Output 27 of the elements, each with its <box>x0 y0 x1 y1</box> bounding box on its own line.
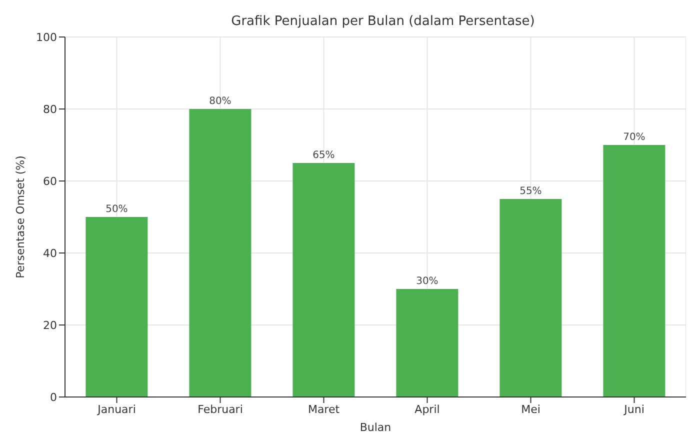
x-tick-label: Februari <box>198 402 243 416</box>
bar <box>189 109 252 397</box>
x-tick-label: Maret <box>308 402 340 416</box>
x-tick-label: Januari <box>96 402 136 416</box>
bar <box>396 289 458 397</box>
y-tick-label: 40 <box>43 246 57 260</box>
data-label: 55% <box>520 186 542 197</box>
x-tick-label: Mei <box>521 402 540 416</box>
y-tick-label: 20 <box>43 318 57 332</box>
y-tick-label: 0 <box>50 390 57 404</box>
x-axis-title: Bulan <box>360 421 392 434</box>
chart-title: Grafik Penjualan per Bulan (dalam Persentase) <box>230 14 536 29</box>
data-label: 65% <box>312 150 335 161</box>
data-label: 70% <box>623 132 646 143</box>
bar <box>292 163 355 397</box>
bar <box>86 217 148 397</box>
y-tick-label: 100 <box>36 30 57 44</box>
data-label: 80% <box>209 96 232 107</box>
data-label: 30% <box>416 276 438 287</box>
data-label: 50% <box>106 204 128 215</box>
y-tick-label: 60 <box>43 174 57 188</box>
bar <box>500 199 562 397</box>
bar <box>603 145 666 397</box>
y-axis-title: Persentase Omset (%) <box>14 156 27 278</box>
x-tick-label: Juni <box>623 402 644 416</box>
y-tick-label: 80 <box>43 102 57 116</box>
x-tick-label: April <box>414 402 440 416</box>
